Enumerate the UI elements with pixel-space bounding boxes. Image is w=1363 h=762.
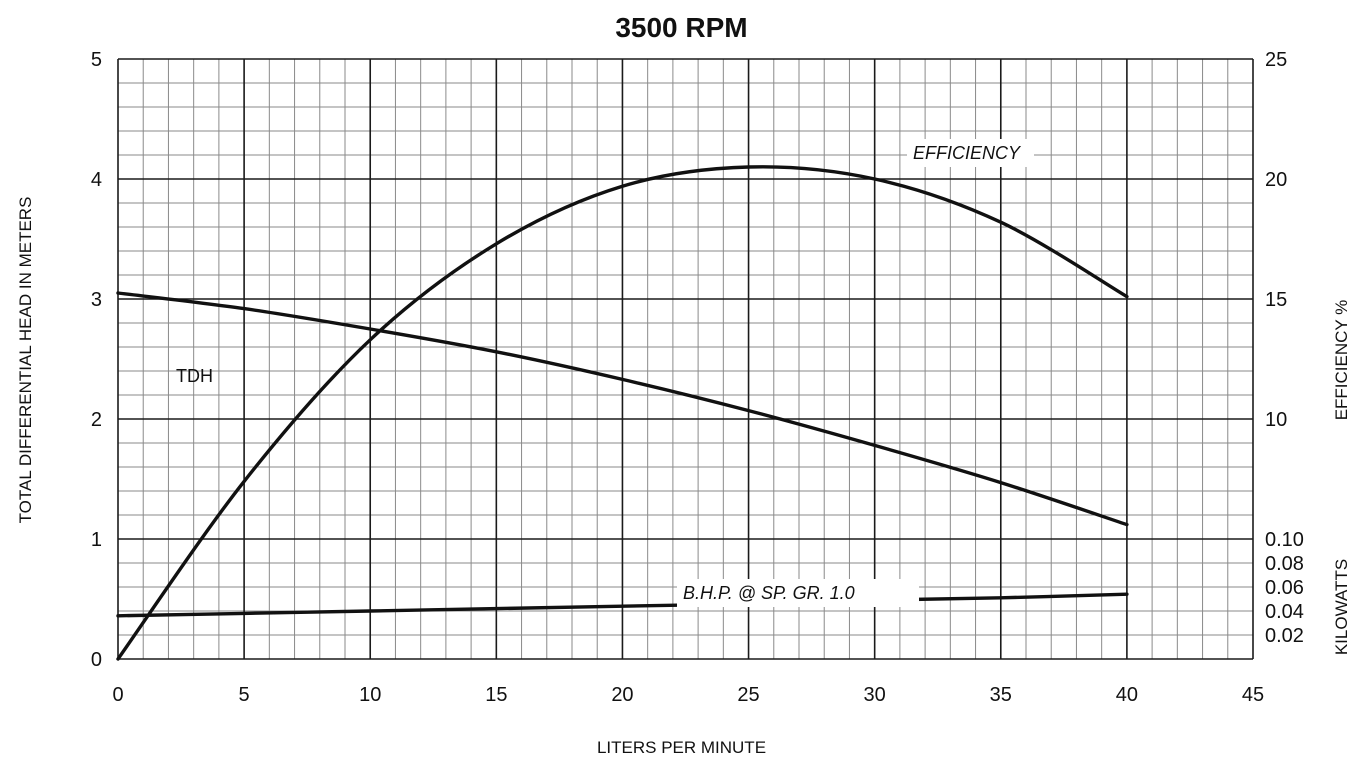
y-left-tick-label: 2 <box>91 409 102 431</box>
y-efficiency-tick-labels: 10 15 20 25 <box>1265 49 1287 431</box>
y-power-tick-label: 0.06 <box>1265 577 1304 599</box>
y-power-tick-label: 0.08 <box>1265 553 1304 575</box>
y-left-tick-label: 3 <box>91 289 102 311</box>
series-label: TDH <box>176 366 213 386</box>
series-label-background <box>907 139 1034 167</box>
series-label: B.H.P. @ SP. GR. 1.0 <box>683 583 855 603</box>
y-efficiency-tick-label: 25 <box>1265 49 1287 71</box>
y-left-tick-label: 0 <box>91 649 102 671</box>
grid-major <box>117 58 1254 660</box>
y-left-tick-label: 5 <box>91 49 102 71</box>
x-tick-label: 5 <box>239 684 250 706</box>
y-left-tick-labels: 0 1 2 3 4 5 <box>91 49 102 671</box>
y-power-tick-label: 0.10 <box>1265 529 1304 551</box>
series-label: EFFICIENCY <box>913 143 1022 163</box>
bhp-curve <box>116 592 1129 618</box>
x-tick-label: 0 <box>112 684 123 706</box>
y-power-tick-labels: 0.020.040.060.080.10 <box>1265 529 1304 647</box>
y-left-tick-label: 1 <box>91 529 102 551</box>
y-power-tick-label: 0.02 <box>1265 625 1304 647</box>
y-efficiency-tick-label: 20 <box>1265 169 1287 191</box>
x-tick-label: 25 <box>737 684 759 706</box>
y-power-tick-label: 0.04 <box>1265 601 1304 623</box>
grid-minor <box>118 59 1253 659</box>
x-tick-label: 35 <box>990 684 1012 706</box>
x-tick-label: 45 <box>1242 684 1264 706</box>
series-lines <box>116 165 1129 661</box>
efficiency-curve <box>116 165 1129 661</box>
y-efficiency-tick-label: 15 <box>1265 289 1287 311</box>
series-labels: TDH EFFICIENCY B.H.P. @ SP. GR. 1.0 <box>176 139 1034 607</box>
x-tick-labels: 0 5 10 15 20 25 30 35 40 45 <box>112 684 1264 706</box>
y-efficiency-tick-label: 10 <box>1265 409 1287 431</box>
x-tick-label: 10 <box>359 684 381 706</box>
x-tick-label: 30 <box>864 684 886 706</box>
y-left-tick-label: 4 <box>91 169 102 191</box>
x-tick-label: 40 <box>1116 684 1138 706</box>
series-label-background <box>677 579 919 607</box>
x-axis-label: LITERS PER MINUTE <box>596 738 767 757</box>
x-tick-label: 15 <box>485 684 507 706</box>
tdh-curve <box>116 291 1129 527</box>
x-tick-label: 20 <box>611 684 633 706</box>
chart-title: 3500 RPM <box>615 12 748 43</box>
